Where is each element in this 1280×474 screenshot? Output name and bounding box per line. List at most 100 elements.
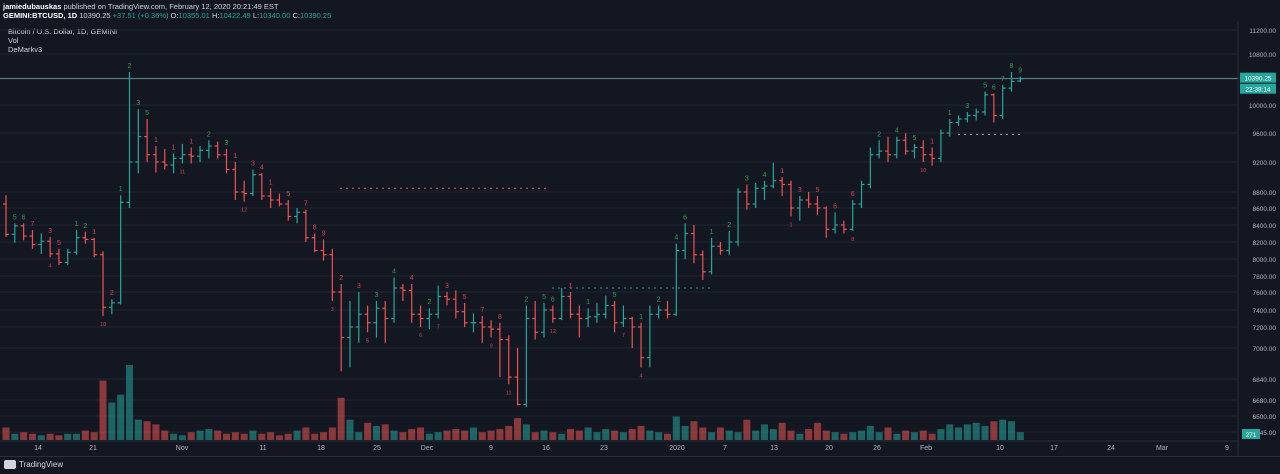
volume-bar (769, 429, 777, 440)
demark-count-label: 2 (110, 290, 114, 297)
volume-bar (240, 433, 248, 440)
time-tick-label: 9 (489, 445, 493, 452)
demark-count-label: 2 (524, 297, 528, 304)
volume-bar (390, 430, 398, 440)
chart-header: jamiedubauskas published on TradingView.… (0, 0, 1280, 22)
demark-count-label: 4 (674, 235, 678, 242)
volume-bar (522, 424, 530, 440)
volume-bar (743, 419, 751, 440)
demark-count-label: 5 (463, 294, 467, 301)
open-value: 10355.01 (178, 11, 210, 20)
volume-bar (646, 430, 654, 440)
volume-bar (1007, 421, 1015, 440)
volume-bar (37, 435, 45, 440)
volume-bar (999, 419, 1007, 440)
demark-count-label: 1 (269, 179, 273, 186)
volume-bar (708, 432, 716, 440)
demark-count-label: 8 (1010, 63, 1014, 70)
time-tick-label: 24 (1107, 445, 1115, 452)
ohlc-bars (3, 72, 1024, 408)
last-price-badge-label: 10390.25 (1244, 76, 1271, 83)
volume-bar (496, 429, 504, 440)
demark-count-label: 1 (789, 223, 792, 229)
volume-bar (11, 433, 19, 440)
volume-bar (716, 427, 724, 440)
countdown-badge-label: 22:38:14 (1245, 87, 1271, 94)
volume-bar (893, 433, 901, 440)
tradingview-logo[interactable]: TradingView (4, 460, 63, 469)
volume-bar (928, 433, 936, 440)
quote-line: GEMINI:BTCUSD, 1D 10390.25 +37.51 (+0.36… (3, 11, 1277, 20)
time-tick-label: 16 (542, 445, 550, 452)
volume-bar (231, 432, 239, 440)
volume-bar (981, 425, 989, 440)
volume-bar (778, 422, 786, 440)
demark-count-label: 12 (550, 329, 556, 335)
demark-count-label: 3 (374, 292, 378, 299)
price-tick-label: 6680.00 (1253, 398, 1277, 405)
author-name[interactable]: jamiedubauskas (3, 2, 62, 11)
price-tick-label: 8200.00 (1253, 240, 1277, 247)
demark-count-label: 8 (498, 314, 502, 321)
volume-bar (734, 432, 742, 440)
volume-bar (805, 429, 813, 440)
volume-bar (937, 429, 945, 440)
time-tick-label: Mar (1156, 445, 1169, 452)
demark-count-label: 11 (180, 170, 186, 176)
volume-bar (681, 425, 689, 440)
low-label: L: (252, 11, 260, 20)
volume-bar (81, 430, 89, 440)
demark-count-label: 2 (207, 131, 211, 138)
low-value: 10340.00 (259, 11, 291, 20)
demark-count-label: 1 (948, 110, 952, 117)
volume-bar (73, 433, 81, 440)
volume-bar (752, 430, 760, 440)
publish-line: jamiedubauskas published on TradingView.… (3, 2, 1277, 11)
volume-bar (320, 432, 328, 440)
demark-count-label: 4 (763, 172, 767, 179)
volume-bar (214, 430, 222, 440)
price-tick-label: 8600.00 (1253, 206, 1277, 213)
volume-bar (531, 432, 539, 440)
demark-count-label: 1 (233, 153, 237, 160)
price-axis[interactable]: 11200.0010800.0010400.0010000.009600.009… (1237, 22, 1280, 456)
demark-count-label: 1 (189, 139, 193, 146)
volume-bar (293, 430, 301, 440)
volume-bar (372, 425, 380, 440)
tradingview-icon (4, 460, 16, 469)
price-chart[interactable]: Bitcoin / U.S. Dollar, 1D, GEMINI Vol De… (0, 22, 1280, 456)
price-tick-label: 7000.00 (1253, 346, 1277, 353)
volume-bar (602, 429, 610, 440)
volume-bar (505, 425, 513, 440)
volume-bar (796, 433, 804, 440)
volume-bar (117, 394, 125, 440)
price-tick-label: 8400.00 (1253, 223, 1277, 230)
volume-bar (178, 435, 186, 440)
demark-count-label: 1 (75, 221, 79, 228)
volume-bar (55, 435, 63, 440)
footer: TradingView (0, 456, 1280, 474)
demark-count-label: 6 (22, 214, 26, 221)
demark-count-label: 5 (542, 294, 546, 301)
time-tick-label: 17 (1050, 445, 1058, 452)
demark-count-label: 7 (480, 307, 484, 314)
volume-bar (417, 427, 425, 440)
volume-bar (461, 430, 469, 440)
demark-count-label: 7 (304, 201, 308, 208)
resistance-levels (0, 78, 1238, 289)
time-tick-label: Feb (920, 445, 932, 452)
symbol-label[interactable]: GEMINI:BTCUSD, 1D (3, 11, 78, 20)
publish-info: published on TradingView.com, February 1… (63, 2, 279, 11)
volume-bar (655, 432, 663, 440)
volume-bar (575, 430, 583, 440)
volume-bar (619, 432, 627, 440)
demark-count-label: 4 (49, 263, 52, 269)
price-tick-label: 9600.00 (1253, 131, 1277, 138)
volume-bar (699, 427, 707, 440)
volume-bar (284, 433, 292, 440)
demark-count-label: 3 (798, 187, 802, 194)
demark-count-label: 9 (490, 344, 493, 350)
time-axis[interactable]: 14 21 Nov 11 18 25 Dec 9 16 23 2020 7 13 20 26 Feb 10 17 2… (0, 440, 1238, 452)
volume-bar (761, 424, 769, 440)
